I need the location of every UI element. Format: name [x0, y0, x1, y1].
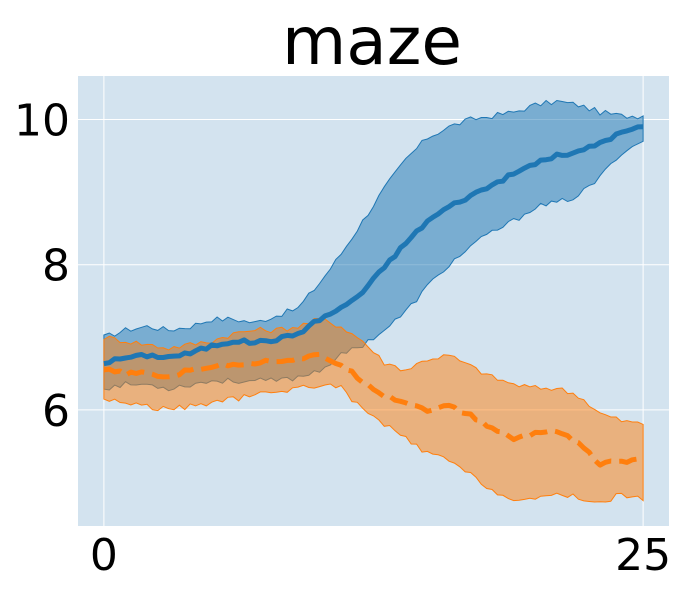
- x-axis-ticks: 0 25: [90, 530, 671, 581]
- chart-title: maze: [282, 3, 462, 80]
- y-tick-label: 10: [14, 96, 70, 147]
- series-line-dashed: [103, 351, 644, 468]
- x-tick-label: 0: [90, 530, 118, 581]
- series-line: [103, 124, 644, 367]
- y-tick-label: 6: [42, 386, 70, 437]
- x-tick-label: 25: [615, 530, 671, 581]
- series-lines: [103, 124, 644, 468]
- y-tick-label: 8: [42, 241, 70, 292]
- y-axis-ticks: 6 8 10: [14, 96, 70, 437]
